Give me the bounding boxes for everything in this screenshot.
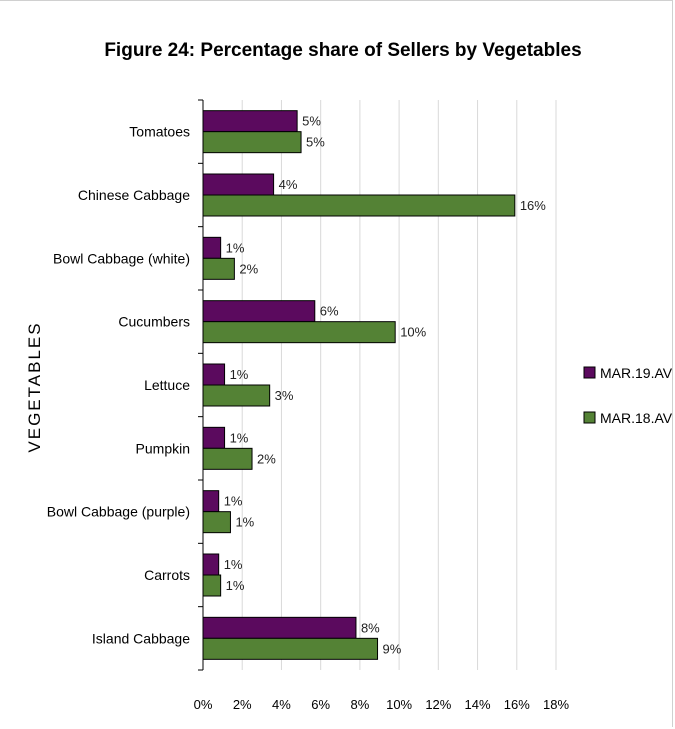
bar-mar-18-av (202, 257, 235, 280)
x-tick-label: 6% (311, 697, 330, 712)
category-label: Bowl Cabbage (purple) (47, 504, 190, 520)
bar-mar-19-av (202, 490, 220, 513)
x-tick-label: 16% (504, 697, 530, 712)
bar-mar-18-av (202, 194, 516, 217)
bar-mar-19-av (202, 300, 316, 323)
x-tick-label: 8% (350, 697, 369, 712)
data-label: 2% (239, 261, 258, 276)
axes: 0% 2% 4% 6% 8% 10% 12% 14% 16% 18% Tomatoes Chinese… (47, 99, 569, 712)
legend-label: MAR.19.AV (600, 365, 673, 381)
category-label: Island Cabbage (92, 630, 190, 646)
bar-mar-18-av (202, 447, 253, 470)
data-label: 1% (230, 367, 249, 382)
legend-swatch (583, 411, 596, 424)
bar-mar-18-av (202, 637, 379, 660)
data-label: 9% (383, 641, 402, 656)
x-tick-label: 14% (465, 697, 491, 712)
data-label: 16% (520, 198, 546, 213)
category-label: Lettuce (144, 377, 190, 393)
bar-mar-19-av (202, 110, 298, 133)
y-axis-label: VEGETABLES (25, 321, 44, 452)
data-label: 5% (302, 114, 321, 129)
data-label: 1% (226, 578, 245, 593)
data-label: 8% (361, 620, 380, 635)
data-label: 1% (235, 515, 254, 530)
x-tick-label: 0% (194, 697, 213, 712)
chart-title: Figure 24: Percentage share of Sellers b… (104, 40, 581, 61)
category-label: Carrots (144, 567, 190, 583)
data-label: 10% (400, 325, 426, 340)
category-label: Bowl Cabbage (white) (53, 250, 190, 266)
data-label: 1% (224, 494, 243, 509)
bar-mar-18-av (202, 384, 271, 407)
x-tick-label: 2% (233, 697, 252, 712)
bars: 5% 5% 4% 16% 1% 2% 6% 10% 1% 3% 1% 2% 1% 1% 1% 1% 8%9% (202, 110, 546, 660)
bar-mar-19-av (202, 426, 226, 449)
bar-mar-18-av (202, 511, 231, 534)
data-label: 2% (257, 451, 276, 466)
data-label: 1% (230, 430, 249, 445)
bar-mar-19-av (202, 363, 226, 386)
bar-mar-19-av (202, 236, 222, 259)
bar-mar-19-av (202, 553, 220, 576)
data-label: 3% (275, 388, 294, 403)
bar-mar-19-av (202, 173, 275, 196)
legend-label: MAR.18.AV (600, 410, 673, 426)
category-label: Tomatoes (129, 124, 190, 140)
x-tick-label: 18% (543, 697, 569, 712)
legend-swatch (583, 366, 596, 379)
data-label: 5% (306, 135, 325, 150)
category-label: Pumpkin (136, 440, 190, 456)
x-tick-label: 4% (272, 697, 291, 712)
bar-mar-19-av (202, 616, 357, 639)
x-tick-label: 10% (386, 697, 412, 712)
data-label: 4% (279, 177, 298, 192)
legend: MAR.19.AV MAR.18.AV (583, 365, 673, 426)
data-label: 6% (320, 304, 339, 319)
data-label: 1% (226, 240, 245, 255)
category-label: Cucumbers (118, 314, 190, 330)
category-label: Chinese Cabbage (78, 187, 190, 203)
data-label: 1% (224, 557, 243, 572)
x-tick-label: 12% (425, 697, 451, 712)
bar-mar-18-av (202, 574, 222, 597)
bar-mar-18-av (202, 321, 396, 344)
bar-mar-18-av (202, 131, 302, 154)
